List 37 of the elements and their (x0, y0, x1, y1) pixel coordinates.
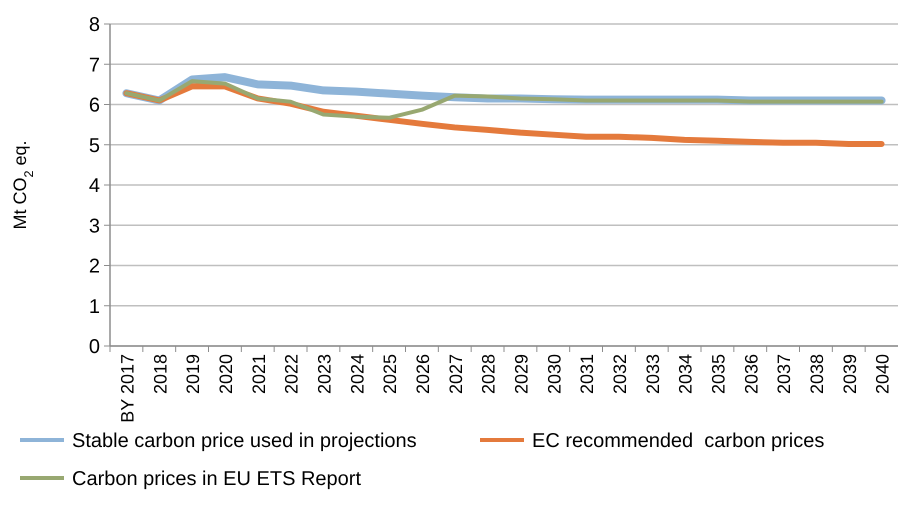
x-tick-label: 2033 (642, 354, 663, 394)
x-tick-label: 2027 (446, 354, 466, 394)
x-tick-label: 2032 (610, 354, 630, 394)
y-tick-label: 3 (88, 215, 100, 238)
x-tick-label: 2023 (314, 354, 334, 394)
x-tick-label: 2036 (741, 354, 762, 394)
y-tick-label: 4 (88, 175, 100, 197)
y-tick-label: 5 (88, 134, 100, 157)
x-tick-label: 2021 (248, 354, 269, 394)
x-tick-label: 2037 (774, 354, 794, 394)
x-tick-label: 2019 (183, 354, 204, 394)
legend-label: EC recommended carbon prices (532, 430, 824, 452)
x-tick-label: 2029 (511, 354, 532, 394)
line-series (124, 79, 884, 120)
x-tick-label: 2018 (150, 354, 170, 394)
x-tick-label: 2038 (806, 354, 827, 394)
y-tick-label: 6 (88, 94, 100, 116)
x-tick-label: 2024 (347, 354, 368, 394)
x-tick-label: 2026 (412, 354, 433, 394)
x-tick-label: 2030 (544, 354, 564, 394)
x-tick-label: 2034 (676, 354, 696, 394)
y-tick-label: 7 (88, 54, 100, 76)
x-tick-label: 2039 (840, 354, 860, 394)
x-tick-label: 2022 (282, 354, 302, 394)
y-tick-label: 1 (88, 296, 100, 318)
x-tick-label: 2031 (577, 354, 598, 394)
x-tick-label: BY 2017 (117, 354, 138, 423)
legend-label: Stable carbon price used in projections (72, 430, 417, 452)
y-tick-label: 8 (88, 14, 100, 36)
x-tick-label: 2035 (708, 354, 728, 394)
x-tick-label: 2025 (380, 354, 400, 394)
y-tick-label: 2 (88, 256, 100, 278)
y-tick-label: 0 (88, 336, 100, 358)
x-tick-label: 2040 (872, 354, 893, 394)
x-tick-label: 2028 (478, 354, 499, 394)
legend-label: Carbon prices in EU ETS Report (72, 468, 362, 490)
x-tick-label: 2020 (216, 354, 236, 394)
